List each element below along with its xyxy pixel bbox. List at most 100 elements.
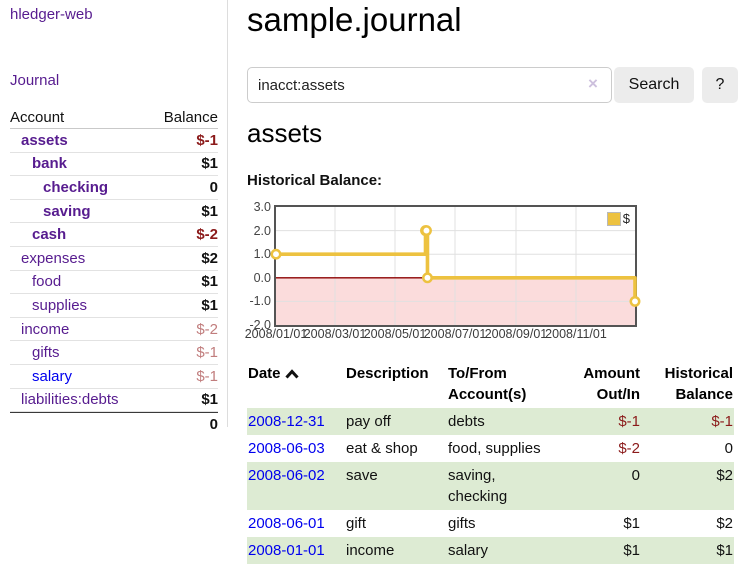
transaction-date-link[interactable]: 2008-06-02	[248, 467, 325, 484]
transaction-amount-cell: $1	[623, 542, 640, 559]
account-balance: $1	[201, 202, 218, 220]
search-form: × Search ?	[247, 67, 742, 103]
sidebar-account-row: bank $1	[10, 153, 218, 177]
sidebar-account-row: food $1	[10, 271, 218, 295]
account-balance: $-1	[196, 344, 218, 362]
x-axis-tick-label: 2008/05/01	[363, 327, 427, 341]
account-balance: 0	[209, 178, 218, 196]
main-content: sample.journal × Search ? assets Histori…	[244, 0, 742, 582]
account-balance: $1	[201, 155, 218, 173]
account-balance: $-2	[196, 226, 218, 244]
account-balance: $1	[201, 296, 218, 314]
y-axis-tick-label: 0.0	[253, 270, 271, 285]
account-link[interactable]: liabilities:debts	[21, 391, 119, 409]
register-row: 2008-12-31 pay off debts $-1 $-1	[247, 408, 734, 435]
sidebar-account-row: checking 0	[10, 176, 218, 200]
transaction-date-cell: 2008-06-03	[247, 435, 345, 462]
transaction-amount-cell: 0	[631, 467, 640, 484]
sidebar-item-journal[interactable]: Journal	[10, 72, 60, 89]
register-table: Date Description To/From Account(s) Amou…	[247, 363, 734, 564]
column-header-date[interactable]: Date	[247, 363, 345, 408]
help-button[interactable]: ?	[702, 67, 738, 103]
search-button[interactable]: Search	[614, 67, 694, 103]
account-balance: $-2	[196, 320, 218, 338]
chart-plot-area: $	[270, 205, 641, 327]
balance-column-header: Balance	[163, 108, 218, 126]
transaction-accounts-cell: food, supplies	[448, 440, 541, 457]
transaction-accounts-cell: salary	[448, 542, 489, 559]
clear-search-icon[interactable]: ×	[588, 74, 598, 93]
transaction-date-cell: 2008-12-31	[247, 408, 345, 435]
register-row: 2008-06-03 eat & shop food, supplies $-2…	[247, 435, 734, 462]
sidebar-divider	[227, 0, 228, 427]
sort-ascending-icon	[284, 364, 299, 385]
column-header-amount: Amount Out/In	[583, 365, 640, 403]
legend-label: $	[622, 211, 630, 226]
account-balance-table: Account Balance assets $-1 bank $1 check…	[10, 106, 218, 436]
sidebar-account-row: cash $-2	[10, 223, 218, 247]
transaction-balance-cell: $1	[716, 542, 733, 559]
register-row: 2008-06-01 gift gifts $1 $2	[247, 510, 734, 537]
transaction-date-link[interactable]: 2008-06-03	[248, 440, 325, 457]
transaction-balance-cell: $-1	[711, 413, 733, 430]
account-link[interactable]: checking	[43, 178, 109, 196]
sidebar-account-row: supplies $1	[10, 294, 218, 318]
chart-title: Historical Balance:	[247, 172, 383, 189]
register-row: 2008-06-02 save saving, checking 0 $2	[247, 462, 734, 510]
account-link[interactable]: expenses	[21, 249, 86, 267]
transaction-date-cell: 2008-06-02	[247, 462, 345, 510]
x-axis-tick-label: 2008/11/01	[545, 327, 607, 341]
account-page-title: assets	[247, 118, 323, 148]
transaction-balance-cell: $2	[716, 515, 733, 532]
transaction-date-link[interactable]: 2008-12-31	[248, 413, 325, 430]
sidebar-account-row: liabilities:debts $1	[10, 389, 218, 413]
x-axis-tick-label: 2008/07/01	[423, 327, 487, 341]
account-link[interactable]: food	[32, 273, 62, 291]
transaction-amount-cell: $-2	[618, 440, 640, 457]
brand-link[interactable]: hledger-web	[10, 6, 93, 23]
sidebar-account-row: salary $-1	[10, 365, 218, 389]
x-axis-tick-label: 2008/09/01	[484, 327, 548, 341]
sidebar-account-row: assets $-1	[10, 129, 218, 153]
transaction-date-link[interactable]: 2008-06-01	[248, 515, 325, 532]
transaction-accounts-cell: gifts	[448, 515, 476, 532]
account-table-header: Account Balance	[10, 106, 218, 129]
transaction-date-link[interactable]: 2008-01-01	[248, 542, 325, 559]
transaction-date-cell: 2008-01-01	[247, 537, 345, 564]
register-row: 2008-01-01 income salary $1 $1	[247, 537, 734, 564]
transaction-description-cell: gift	[346, 515, 367, 532]
y-axis-tick-label: -2.0	[249, 318, 271, 332]
column-header-accounts: To/From Account(s)	[448, 365, 527, 403]
transaction-accounts-cell: debts	[448, 413, 485, 430]
sidebar-account-row: expenses $2	[10, 247, 218, 271]
account-balance: $-1	[196, 367, 218, 385]
account-link[interactable]: assets	[21, 131, 68, 149]
chart-canvas	[270, 207, 641, 325]
account-link[interactable]: saving	[43, 202, 91, 220]
transaction-date-cell: 2008-06-01	[247, 510, 345, 537]
y-axis-tick-label: 3.0	[253, 200, 271, 214]
search-input[interactable]	[247, 67, 612, 103]
sidebar-account-row: income $-2	[10, 318, 218, 342]
transaction-description-cell: save	[346, 467, 378, 484]
transaction-description-cell: eat & shop	[346, 440, 418, 457]
page-title: sample.journal	[247, 1, 462, 38]
transaction-amount-cell: $1	[623, 515, 640, 532]
account-link[interactable]: cash	[32, 226, 67, 244]
chart-legend: $	[606, 211, 630, 226]
account-link[interactable]: salary	[32, 367, 73, 385]
account-link[interactable]: income	[21, 320, 70, 338]
x-axis-tick-label: 2008/03/01	[303, 327, 367, 341]
account-link[interactable]: supplies	[32, 296, 88, 314]
transaction-balance-cell: 0	[724, 440, 733, 457]
x-axis-tick-label: 2008/01/01	[244, 327, 308, 341]
transaction-description-cell: pay off	[346, 413, 391, 430]
transaction-balance-cell: $2	[716, 467, 733, 484]
legend-swatch	[606, 211, 621, 226]
column-header-description: Description	[346, 365, 429, 382]
account-link[interactable]: bank	[32, 155, 68, 173]
y-axis-tick-label: 1.0	[253, 247, 271, 262]
account-link[interactable]: gifts	[32, 344, 60, 362]
account-balance: $1	[201, 391, 218, 409]
